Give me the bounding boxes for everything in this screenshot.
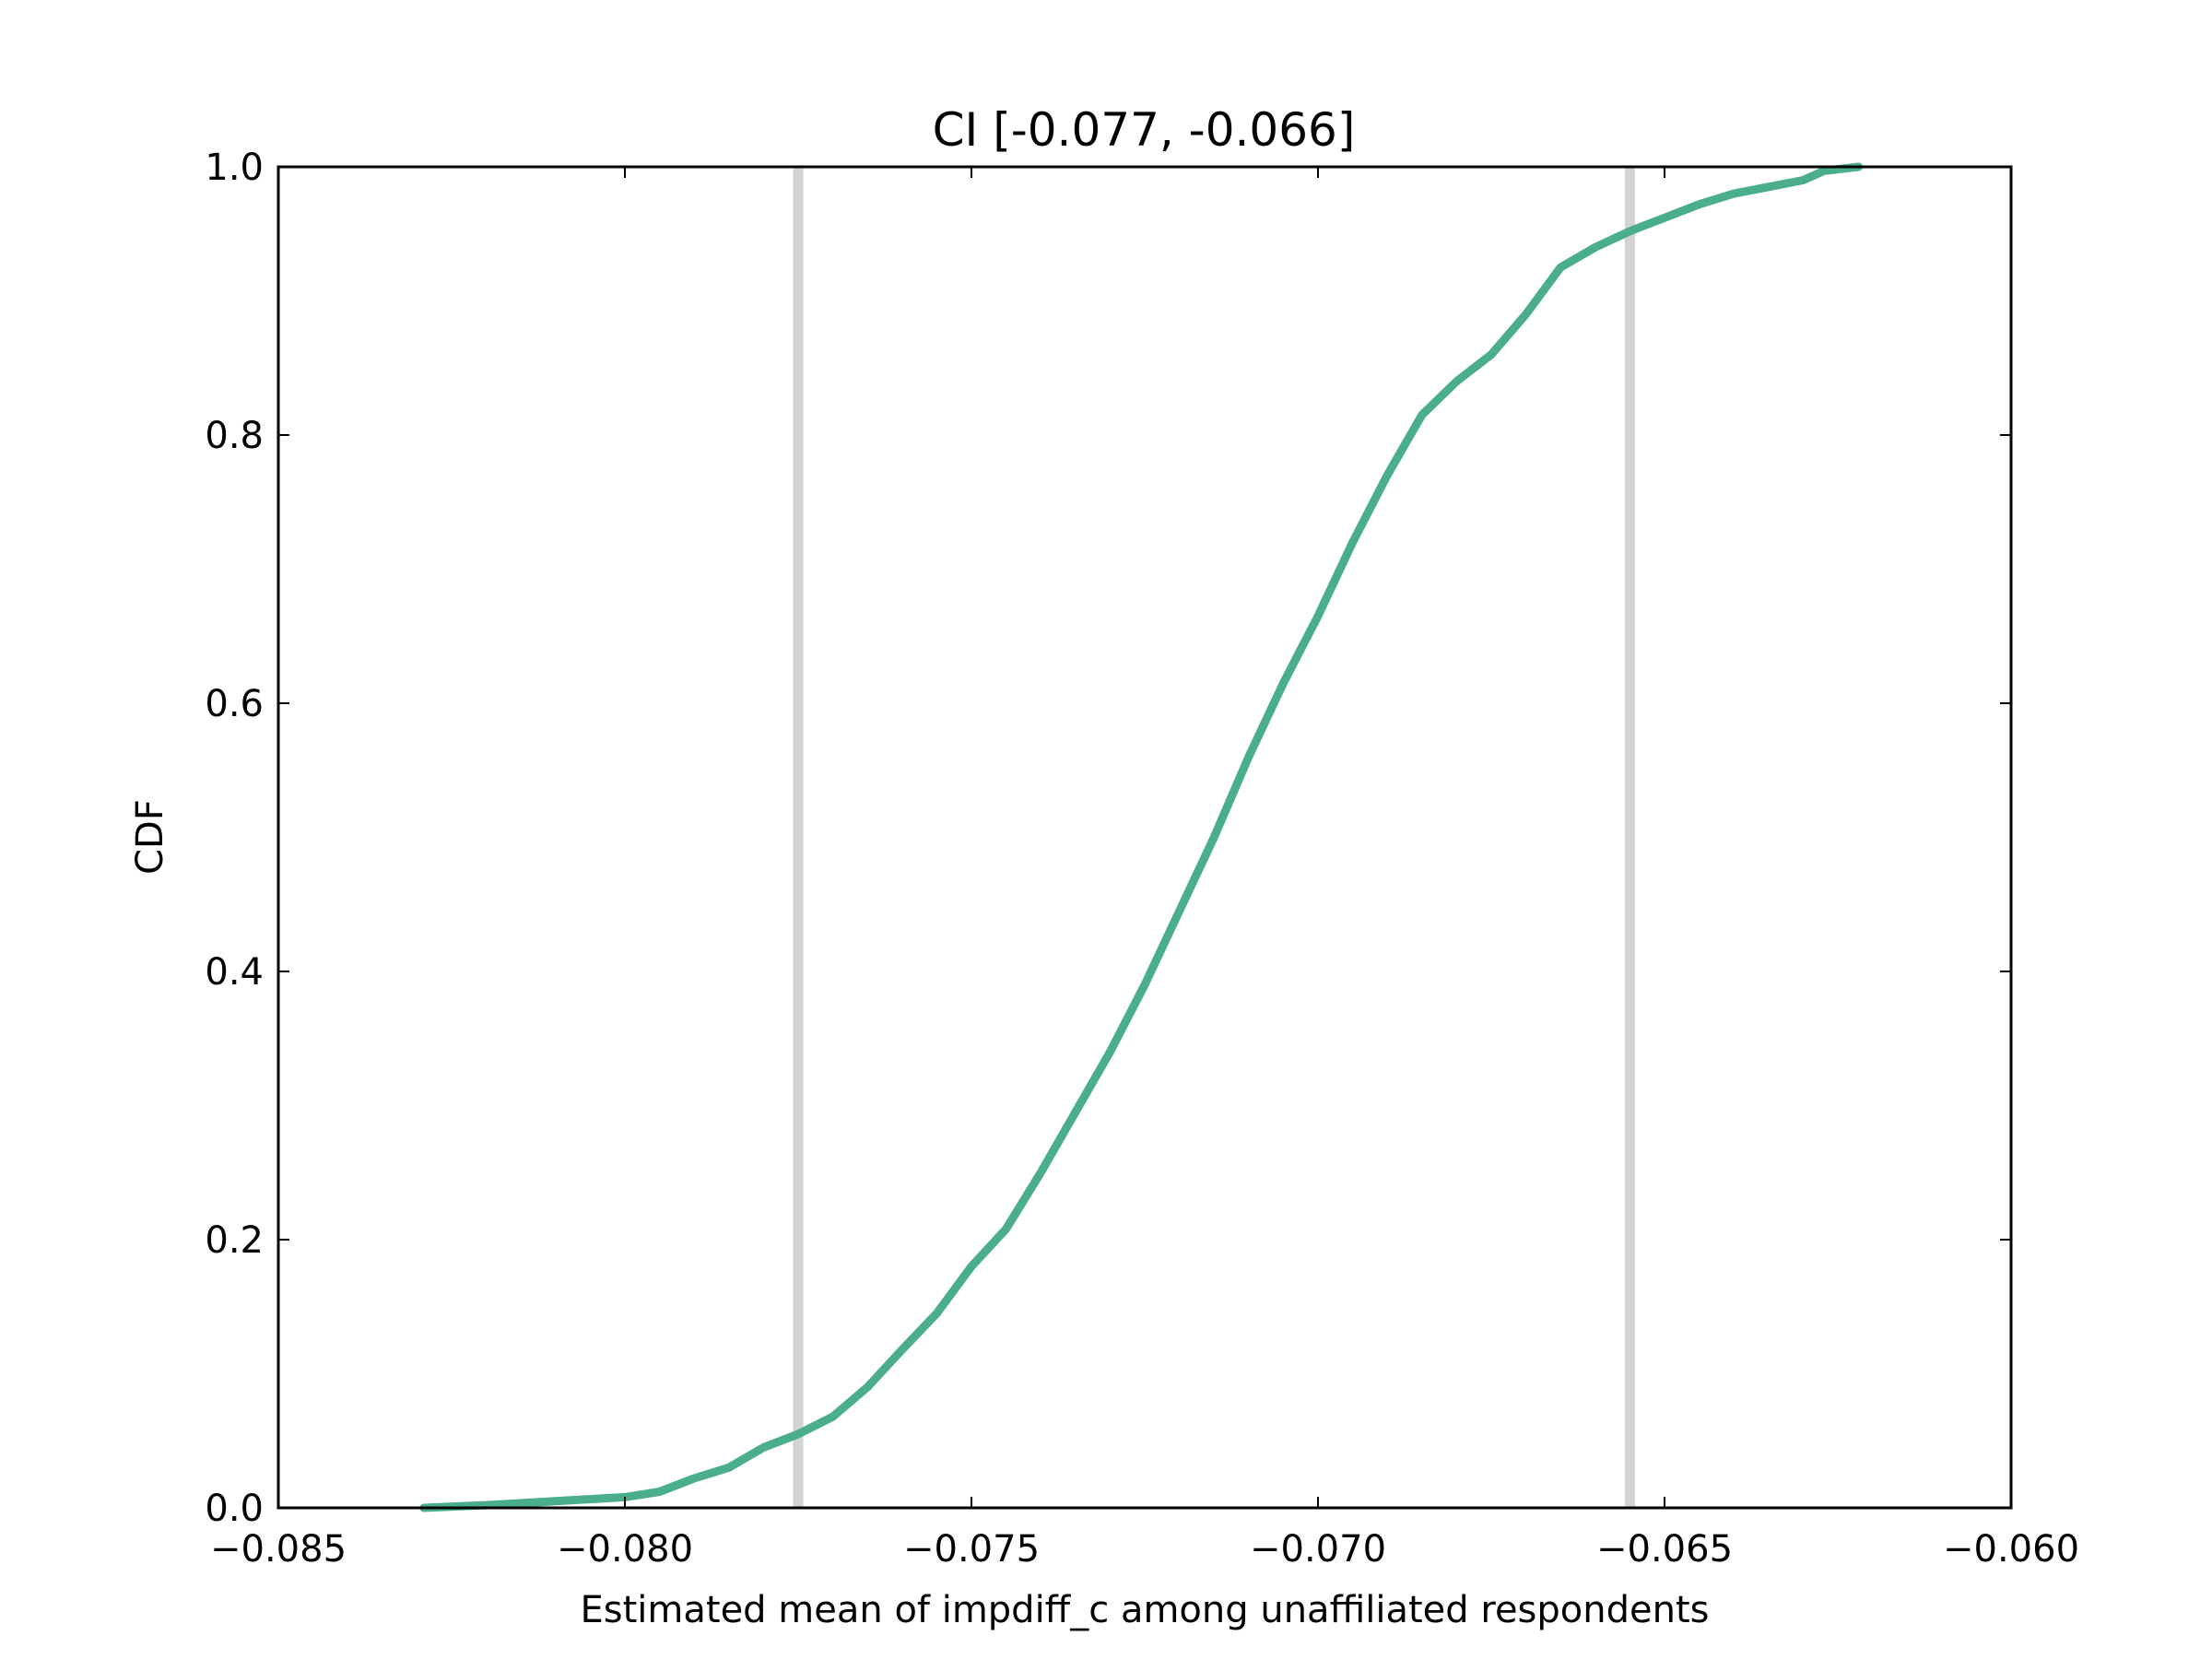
y-tick-label: 0.4 [205, 951, 264, 994]
x-tick-label: −0.065 [1596, 1528, 1733, 1571]
x-axis-label: Estimated mean of impdiff_c among unaffi… [581, 1589, 1710, 1631]
x-tick-label: −0.075 [903, 1528, 1040, 1571]
y-tick-label: 0.0 [205, 1488, 264, 1530]
x-tick-label: −0.085 [210, 1528, 347, 1571]
chart-title: CI [-0.077, -0.066] [933, 103, 1356, 157]
x-tick-label: −0.070 [1250, 1528, 1386, 1571]
y-tick-label: 0.8 [205, 415, 264, 457]
reference-lines [793, 167, 1635, 1508]
plot-frame [276, 165, 2013, 1510]
x-axis: −0.085 −0.080 −0.075 −0.070 −0.065 −0.060 [210, 167, 2079, 1571]
y-tick-label: 0.6 [205, 683, 264, 725]
y-axis: 0.0 0.2 0.4 0.6 0.8 1.0 [205, 147, 2011, 1530]
x-tick-label: −0.060 [1943, 1528, 2079, 1571]
cdf-series-line-1 [419, 162, 1864, 1512]
series-layer [419, 162, 1864, 1512]
x-tick-label: −0.080 [557, 1528, 693, 1571]
y-tick-label: 1.0 [205, 147, 264, 189]
y-tick-label: 0.2 [205, 1219, 264, 1262]
y-axis-label: CDF [129, 799, 171, 875]
